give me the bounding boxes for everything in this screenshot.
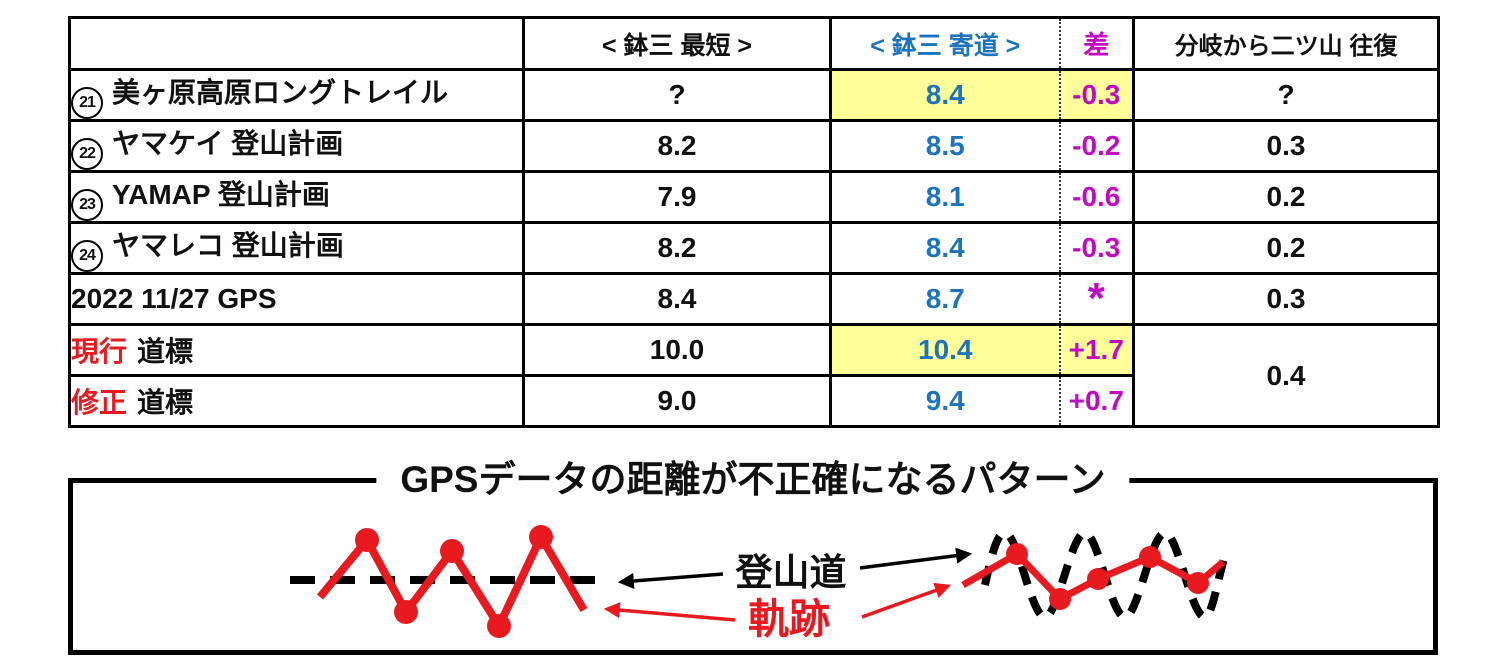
table-row: 現行 道標 10.0 10.4 +1.7 0.4 <box>68 323 1440 428</box>
shortest-value: 8.4 <box>522 272 832 326</box>
detour-value: 10.4 <box>829 323 1061 377</box>
shortest-value: 10.0 <box>522 323 832 377</box>
table-row: 修正 道標 9.0 9.4 +0.7 <box>68 374 1439 428</box>
diff-asterisk: * <box>1058 272 1135 326</box>
table-row: 22 ヤマケイ 登山計画 8.2 8.5 -0.2 0.3 <box>68 119 1440 173</box>
circled-number: 21 <box>72 87 103 118</box>
row-label-cell: 修正 道標 <box>68 374 525 428</box>
row-label: ヤマレコ 登山計画 <box>112 230 344 261</box>
table-header-row: < 鉢三 最短 > < 鉢三 寄道 > 差 分岐から二ツ山 往復 <box>68 16 1440 71</box>
col-header-detour: < 鉢三 寄道 > <box>829 16 1061 71</box>
row-label-cell: 24 ヤマレコ 登山計画 <box>68 221 525 275</box>
empty-corner-cell <box>68 16 525 71</box>
detour-value: 8.7 <box>829 272 1061 326</box>
table-row: 24 ヤマレコ 登山計画 8.2 8.4 -0.3 0.2 <box>68 221 1440 275</box>
detour-value: 8.1 <box>829 170 1061 224</box>
row-label-cell: 2022 11/27 GPS <box>68 272 525 326</box>
diff-value: -0.3 <box>1058 68 1135 122</box>
circled-number: 22 <box>72 138 103 169</box>
gps-track-left <box>316 525 588 638</box>
gps-pattern-box: 登山道 軌跡 <box>68 478 1438 655</box>
row-label: YAMAP 登山計画 <box>112 179 330 210</box>
row-label-cell: 21 美ヶ原高原ロングトレイル <box>68 68 525 122</box>
shortest-value: 7.9 <box>522 170 832 224</box>
trail-arrow-left <box>617 572 724 590</box>
row-label: 美ヶ原高原ロングトレイル <box>112 77 449 108</box>
track-label: 軌跡 <box>748 596 830 642</box>
row-label-cell: 22 ヤマケイ 登山計画 <box>68 119 525 173</box>
detour-value: 8.5 <box>829 119 1061 173</box>
track-arrow-right <box>861 582 952 619</box>
diff-value: -0.3 <box>1058 221 1135 275</box>
detour-value: 9.4 <box>829 374 1061 428</box>
circled-number: 24 <box>72 240 103 271</box>
table-row: 21 美ヶ原高原ロングトレイル ? 8.4 -0.3 ? <box>68 68 1440 122</box>
diff-value: -0.2 <box>1058 119 1135 173</box>
shortest-value: ? <box>522 68 832 122</box>
col-header-diff: 差 <box>1058 16 1135 71</box>
row-label: ヤマケイ 登山計画 <box>112 128 344 159</box>
diff-value: +0.7 <box>1058 374 1135 428</box>
gps-pattern-drawing: 登山道 軌跡 <box>290 525 1229 642</box>
row-label: 道標 <box>137 336 194 367</box>
row-label: 道標 <box>137 387 194 418</box>
roundtrip-merged-value: 0.4 <box>1132 323 1440 428</box>
diff-value: -0.6 <box>1058 170 1135 224</box>
row-label-red: 修正 <box>71 387 128 418</box>
detour-value: 8.4 <box>829 221 1061 275</box>
shortest-value: 8.2 <box>522 119 832 173</box>
roundtrip-value: 0.2 <box>1132 170 1440 224</box>
row-label-cell: 23 YAMAP 登山計画 <box>68 170 525 224</box>
col-header-roundtrip: 分岐から二ツ山 往復 <box>1132 16 1440 71</box>
gps-pattern-title: GPSデータの距離が不正確になるパターン <box>376 457 1130 504</box>
shortest-value: 9.0 <box>522 374 832 428</box>
row-label-cell: 現行 道標 <box>68 323 525 377</box>
row-label-red: 現行 <box>71 336 128 367</box>
circled-number: 23 <box>72 189 103 220</box>
roundtrip-value: ? <box>1132 68 1440 122</box>
distance-comparison-table: < 鉢三 最短 > < 鉢三 寄道 > 差 分岐から二ツ山 往復 21 美ヶ原高原… <box>68 16 1440 428</box>
shortest-value: 8.2 <box>522 221 832 275</box>
roundtrip-value: 0.2 <box>1132 221 1440 275</box>
gps-track-right <box>961 543 1226 610</box>
table-row: 2022 11/27 GPS 8.4 8.7 * 0.3 <box>68 272 1440 326</box>
trail-arrow-right <box>859 547 973 570</box>
row-label: 2022 11/27 GPS <box>71 283 277 314</box>
roundtrip-value: 0.3 <box>1132 119 1440 173</box>
detour-value: 8.4 <box>829 68 1061 122</box>
col-header-shortest: < 鉢三 最短 > <box>522 16 832 71</box>
table-row: 23 YAMAP 登山計画 7.9 8.1 -0.6 0.2 <box>68 170 1440 224</box>
track-arrow-left <box>603 602 736 622</box>
diff-value: +1.7 <box>1058 323 1135 377</box>
trail-label: 登山道 <box>735 552 847 593</box>
roundtrip-value: 0.3 <box>1132 272 1440 326</box>
